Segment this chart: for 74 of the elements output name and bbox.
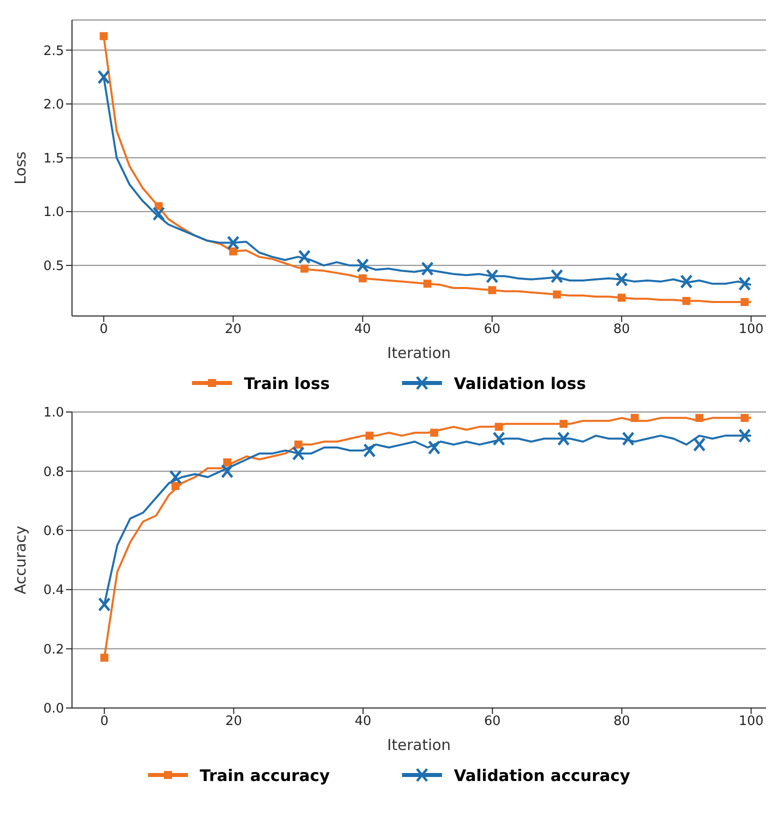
point [680, 274, 693, 289]
legend-label: Validation accuracy [454, 766, 630, 784]
y-tick-label: 0.4 [43, 583, 64, 598]
x-axis-title: Iteration [387, 344, 451, 362]
point [560, 420, 568, 428]
point [223, 458, 232, 466]
y-tick-label: 0.5 [43, 259, 64, 274]
point [98, 597, 111, 612]
point [486, 268, 498, 284]
y-tick-label: 2.0 [43, 98, 64, 113]
x-tick-label: 80 [613, 322, 630, 338]
y-tick-label: 1.0 [43, 406, 64, 421]
point [494, 422, 503, 431]
y-tick-label: 2.5 [43, 44, 64, 59]
point [358, 274, 367, 282]
point [740, 414, 749, 422]
point [152, 206, 165, 221]
point [622, 431, 634, 446]
y-tick-label: 0.6 [43, 524, 64, 540]
point [97, 70, 110, 84]
x-tick-label: 80 [613, 714, 630, 730]
point [226, 236, 240, 250]
x-axis-title: Iteration [387, 736, 451, 754]
point [294, 440, 302, 449]
point [220, 464, 234, 478]
x-tick-label: 100 [738, 322, 764, 338]
point [552, 290, 561, 298]
point [298, 250, 311, 264]
point [423, 280, 432, 288]
point [682, 296, 690, 305]
point [695, 414, 704, 422]
y-tick-label: 0.2 [43, 642, 64, 658]
x-tick-label: 20 [224, 322, 242, 338]
y-tick-label: 1.5 [43, 151, 64, 166]
x-tick-label: 20 [225, 714, 242, 730]
point [366, 432, 374, 440]
legend-label: Validation loss [454, 374, 586, 392]
point [428, 440, 440, 455]
x-tick-label: 40 [354, 714, 372, 730]
x-tick-label: 100 [738, 714, 764, 730]
point [693, 437, 706, 452]
point [630, 414, 639, 422]
point [356, 258, 369, 273]
point [100, 654, 108, 662]
x-tick-label: 40 [354, 322, 371, 338]
point [740, 298, 749, 306]
point [100, 32, 108, 40]
y-axis-title: Accuracy [11, 526, 30, 594]
point [430, 428, 438, 437]
point [738, 428, 751, 443]
legend-label: Train loss [244, 374, 330, 392]
point [363, 443, 376, 458]
point [488, 286, 496, 294]
point [615, 272, 628, 287]
point [557, 431, 570, 446]
point [550, 268, 564, 284]
point [292, 446, 305, 461]
y-axis-title: Loss [11, 151, 30, 184]
x-tick-label: 0 [100, 322, 108, 338]
point [169, 470, 182, 484]
point [738, 276, 751, 291]
point [229, 247, 238, 256]
x-tick-label: 0 [100, 714, 108, 730]
point [618, 294, 626, 302]
point [492, 431, 506, 446]
point [421, 261, 434, 276]
point [171, 482, 180, 490]
legend-label: Train accuracy [200, 766, 330, 784]
y-tick-label: 0.0 [43, 702, 64, 717]
point [300, 264, 308, 273]
y-tick-label: 1.0 [43, 205, 64, 220]
x-tick-label: 60 [484, 322, 500, 338]
y-tick-label: 0.8 [43, 464, 64, 480]
x-tick-label: 60 [484, 714, 501, 730]
